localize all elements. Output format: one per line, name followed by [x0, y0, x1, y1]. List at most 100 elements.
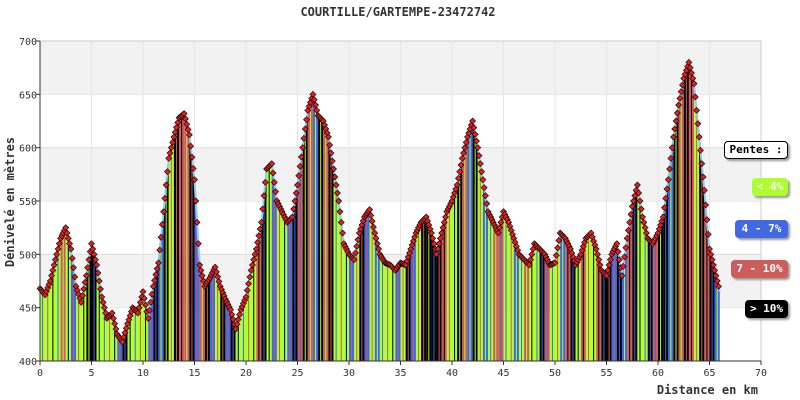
- elevation-point: [440, 218, 448, 226]
- elevation-point: [259, 205, 267, 213]
- elevation-point: [292, 189, 300, 197]
- elevation-point: [371, 229, 379, 237]
- elevation-point: [165, 154, 173, 162]
- elevation-point: [300, 134, 308, 142]
- elevation-point: [139, 288, 147, 296]
- elevation-point: [52, 256, 59, 264]
- elevation-point: [94, 269, 102, 277]
- elevation-point: [368, 217, 376, 225]
- elevation-point: [352, 249, 359, 257]
- elevation-point: [112, 325, 120, 333]
- elevation-point: [170, 133, 178, 141]
- elevation-point: [455, 174, 462, 182]
- elevation-point: [527, 256, 534, 264]
- elevation-point: [603, 272, 610, 280]
- elevation-point: [496, 224, 504, 232]
- elevation-point: [330, 165, 337, 173]
- elevation-point: [182, 115, 189, 123]
- elevation-point: [429, 234, 437, 242]
- elevation-point: [135, 304, 143, 312]
- elevation-point: [703, 216, 711, 224]
- elevation-point: [694, 120, 702, 128]
- elevation-point: [592, 245, 600, 253]
- elevation-point: [333, 189, 341, 197]
- elevation-point: [706, 245, 713, 253]
- elevation-point: [261, 178, 269, 186]
- chart-title: COURTILLE/GARTEMPE-23472742: [300, 5, 495, 19]
- elevation-point: [84, 264, 92, 272]
- elevation-point: [100, 304, 108, 312]
- elevation-point: [458, 154, 466, 162]
- legend-item-4-7: 4 - 7%: [735, 220, 788, 238]
- elevation-point: [247, 266, 255, 274]
- elevation-point: [354, 236, 362, 244]
- elevation-point: [707, 250, 715, 258]
- elevation-point: [613, 240, 621, 248]
- elevation-point: [476, 160, 484, 168]
- elevation-point: [327, 149, 335, 157]
- elevation-point: [626, 218, 634, 226]
- elevation-point: [633, 181, 641, 189]
- elevation-point: [236, 311, 243, 319]
- elevation-point: [528, 250, 536, 258]
- elevation-point: [594, 250, 601, 258]
- elevation-point: [482, 192, 489, 200]
- elevation-point: [62, 224, 70, 232]
- elevation-point: [473, 137, 480, 145]
- elevation-point: [679, 81, 686, 89]
- elevation-point: [234, 315, 242, 323]
- elevation-point: [183, 120, 191, 128]
- elevation-point: [370, 223, 377, 231]
- elevation-point: [149, 282, 157, 290]
- x-tick-label: 25: [291, 368, 303, 379]
- elevation-point: [193, 218, 201, 226]
- elevation-point: [695, 133, 703, 141]
- elevation-point: [82, 272, 90, 280]
- elevation-point: [258, 218, 265, 226]
- elevation-point: [313, 106, 321, 114]
- x-axis-label: Distance en km: [657, 383, 758, 397]
- elevation-point: [108, 309, 116, 317]
- x-tick-label: 65: [703, 368, 715, 379]
- elevation-point: [555, 237, 563, 244]
- elevation-point: [671, 125, 679, 133]
- elevation-point: [147, 298, 155, 306]
- elevation-point: [194, 240, 202, 248]
- elevation-point: [494, 229, 502, 237]
- elevation-point: [53, 250, 61, 258]
- elevation-point: [554, 244, 561, 252]
- elevation-point: [187, 142, 195, 150]
- elevation-point: [709, 261, 717, 269]
- elevation-point: [256, 225, 264, 233]
- elevation-point: [48, 272, 56, 280]
- elevation-point: [148, 290, 156, 298]
- elevation-point: [68, 254, 76, 262]
- elevation-point: [290, 205, 298, 213]
- elevation-point: [99, 298, 107, 306]
- elevation-point: [301, 125, 309, 133]
- elevation-point: [630, 197, 637, 205]
- legend-item-lt-4: < 4%: [752, 178, 788, 196]
- elevation-point: [153, 265, 161, 273]
- elevation-point: [480, 184, 488, 192]
- elevation-point: [64, 234, 72, 242]
- elevation-point: [95, 277, 103, 285]
- elevation-point: [663, 185, 671, 193]
- x-tick-label: 15: [188, 368, 200, 379]
- elevation-point: [366, 206, 374, 213]
- elevation-point: [252, 245, 260, 253]
- elevation-point: [55, 240, 63, 248]
- elevation-point: [606, 256, 614, 264]
- elevation-point: [70, 264, 77, 272]
- elevation-point: [245, 280, 252, 288]
- elevation-point: [198, 272, 206, 280]
- elevation-point: [708, 256, 716, 264]
- elevation-point: [294, 181, 301, 189]
- elevation-point: [469, 117, 477, 125]
- elevation-point: [693, 106, 701, 114]
- elevation-point: [255, 232, 263, 240]
- elevation-point: [144, 314, 152, 322]
- elevation-point: [250, 256, 258, 264]
- elevation-point: [80, 285, 88, 293]
- elevation-point: [453, 181, 461, 189]
